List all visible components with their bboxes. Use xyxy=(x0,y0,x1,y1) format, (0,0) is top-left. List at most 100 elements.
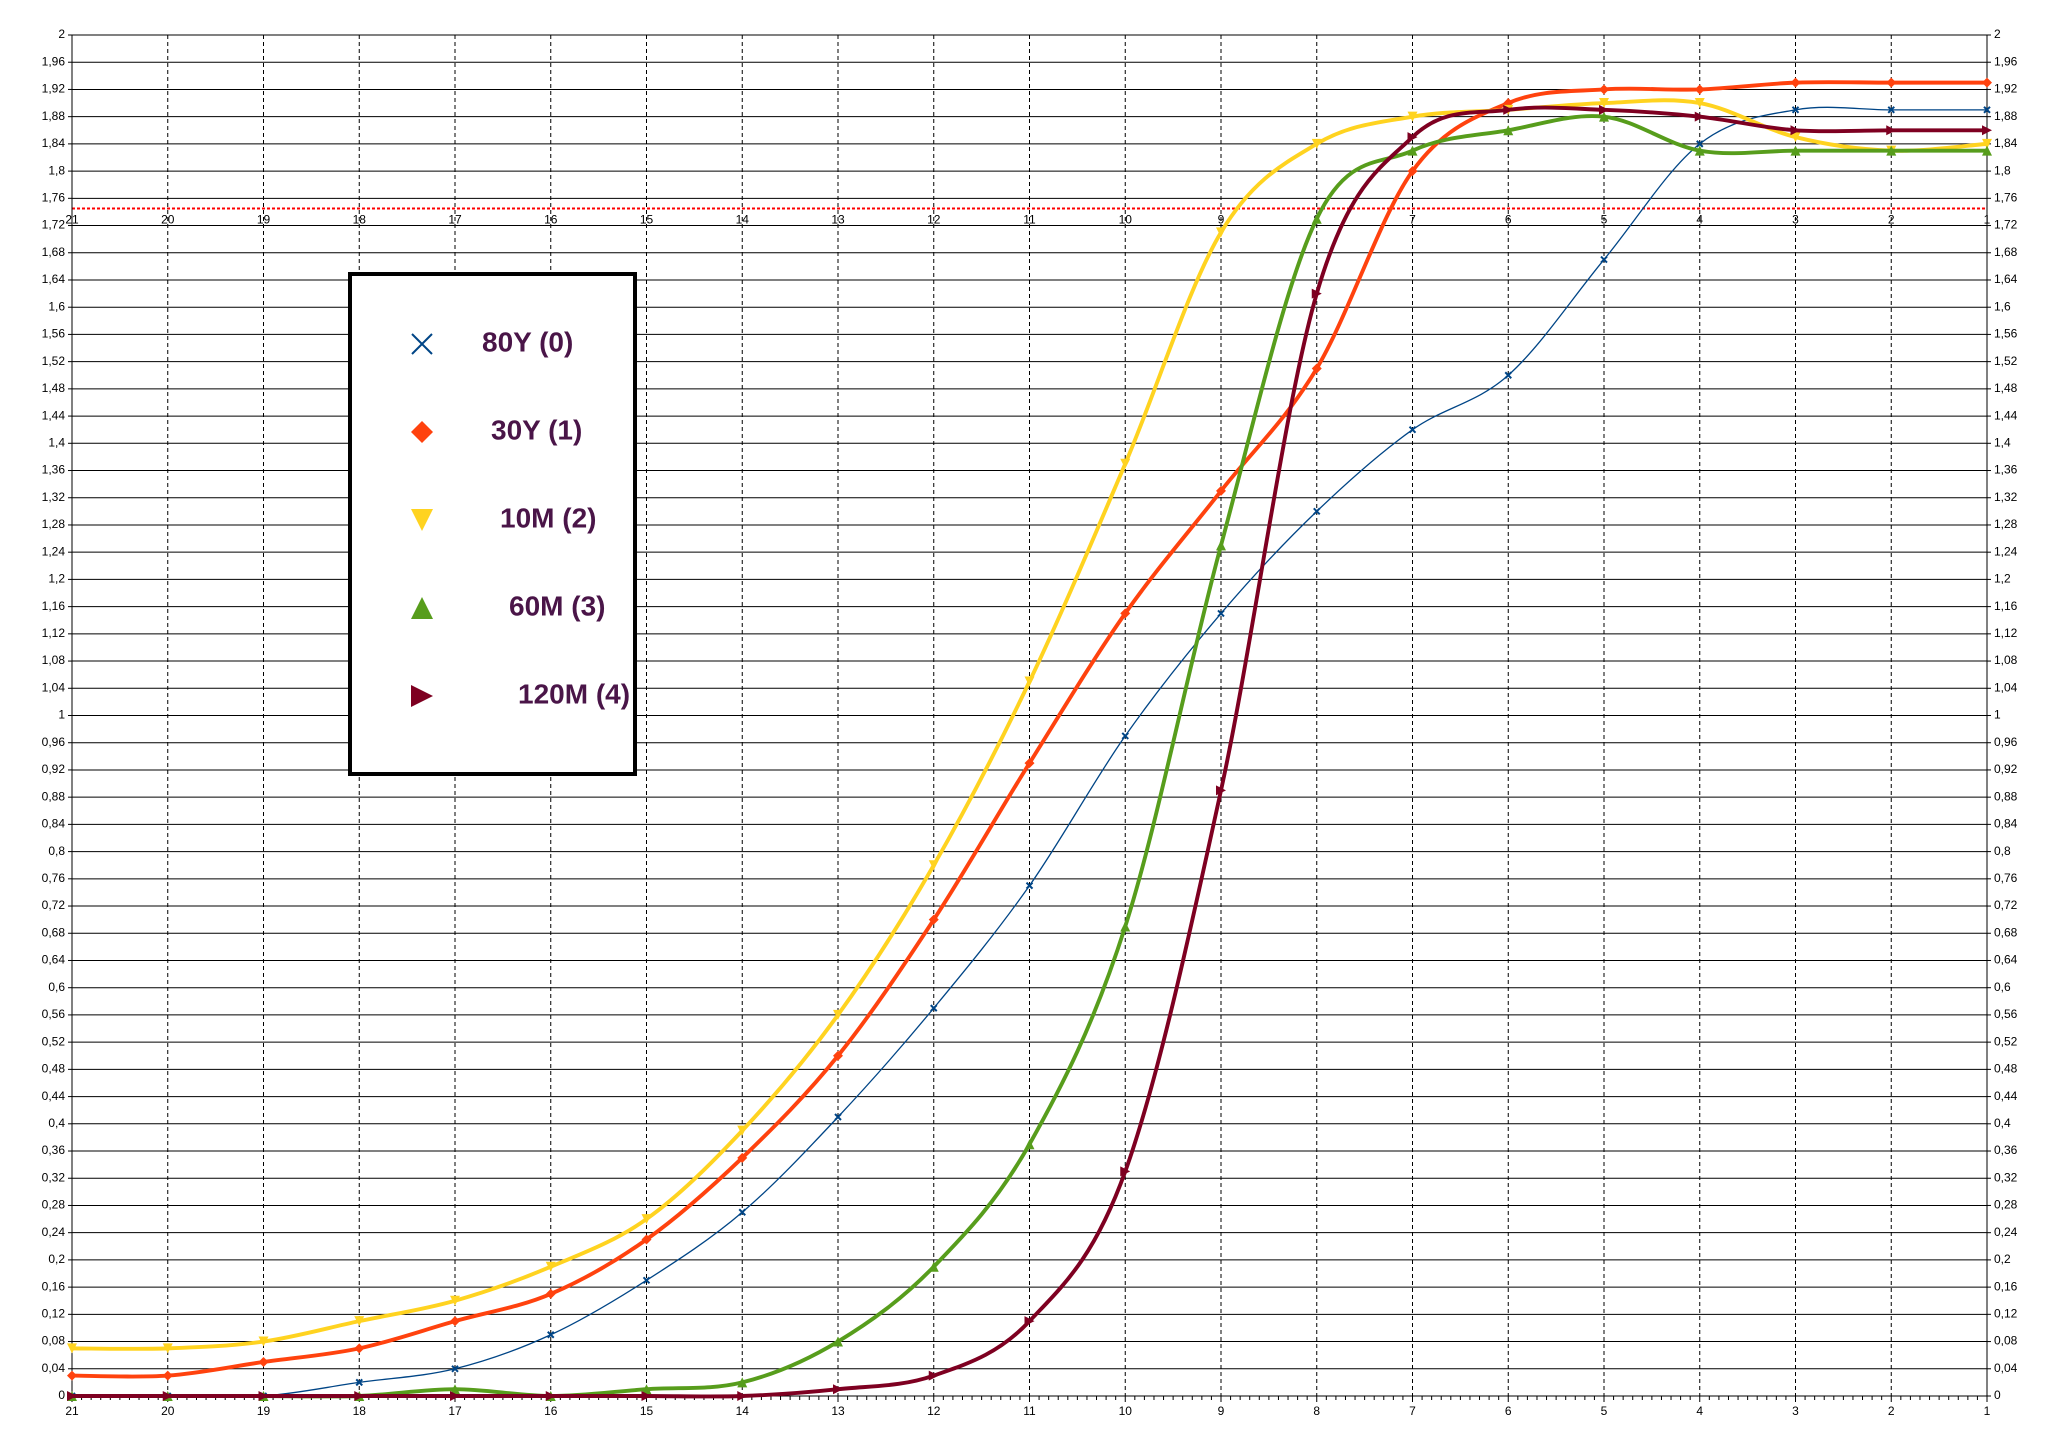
y-tick-label: 0,52 xyxy=(42,1034,66,1048)
marker xyxy=(928,1370,939,1381)
y2-tick-label: 1,32 xyxy=(1994,490,2018,504)
y2-tick-label: 1 xyxy=(1994,708,2001,722)
x-tick-label: 11 xyxy=(1023,1404,1036,1418)
marker xyxy=(162,1343,173,1354)
y-tick-label: 1,16 xyxy=(42,599,66,613)
y2-tick-label: 0,36 xyxy=(1994,1143,2018,1157)
x-tick-label: 7 xyxy=(1409,1404,1416,1418)
y-tick-label: 1,44 xyxy=(42,408,66,422)
y-tick-label: 0,08 xyxy=(42,1334,66,1348)
marker xyxy=(67,1391,77,1401)
marker xyxy=(354,1391,365,1401)
x2-tick-label: 6 xyxy=(1505,213,1512,227)
marker xyxy=(450,1391,460,1401)
marker xyxy=(1694,111,1705,122)
x-tick-label: 12 xyxy=(927,1404,941,1418)
y-tick-label: 0,8 xyxy=(48,844,65,858)
y-tick-label: 0,96 xyxy=(42,735,66,749)
y2-tick-label: 0,12 xyxy=(1994,1307,2018,1321)
marker xyxy=(1504,371,1512,379)
x-tick-label: 21 xyxy=(65,1404,79,1418)
marker xyxy=(1311,363,1322,374)
x-tick-label: 18 xyxy=(353,1404,367,1418)
marker xyxy=(1311,288,1322,299)
marker xyxy=(1120,921,1131,932)
y2-tick-label: 0,88 xyxy=(1994,789,2018,803)
marker xyxy=(737,1377,748,1388)
x-tick-label: 14 xyxy=(736,1404,750,1418)
y2-tick-label: 1,48 xyxy=(1994,381,2018,395)
marker xyxy=(1790,77,1801,88)
x2-tick-label: 11 xyxy=(1023,213,1036,227)
marker xyxy=(355,1378,363,1387)
marker xyxy=(1983,106,1991,114)
y-tick-label: 1,72 xyxy=(42,218,66,232)
marker xyxy=(641,1391,652,1401)
marker xyxy=(411,509,433,531)
y-tick-label: 1,68 xyxy=(42,245,66,259)
x-tick-label: 17 xyxy=(448,1404,462,1418)
y2-tick-label: 1,56 xyxy=(1994,327,2018,341)
y2-tick-label: 1,2 xyxy=(1994,572,2011,586)
marker xyxy=(641,1214,652,1225)
y2-tick-label: 1,88 xyxy=(1994,109,2018,123)
x2-tick-label: 18 xyxy=(353,213,367,227)
marker xyxy=(162,1391,173,1401)
x-tick-label: 5 xyxy=(1601,1404,1608,1418)
y2-tick-label: 0,28 xyxy=(1994,1198,2018,1212)
y-tick-label: 1,04 xyxy=(42,680,66,694)
y2-tick-label: 0,76 xyxy=(1994,871,2018,885)
y-tick-label: 1,88 xyxy=(42,109,66,123)
y2-tick-label: 1,44 xyxy=(1994,408,2018,422)
marker xyxy=(1790,145,1801,156)
y-tick-label: 0,36 xyxy=(42,1143,66,1157)
y-tick-label: 1,36 xyxy=(42,463,66,477)
marker xyxy=(1216,485,1226,496)
y2-tick-label: 1,64 xyxy=(1994,272,2018,286)
y2-tick-label: 1,04 xyxy=(1994,680,2018,694)
y2-tick-label: 0,6 xyxy=(1994,980,2011,994)
marker xyxy=(1408,425,1417,434)
marker xyxy=(1407,145,1418,156)
x-tick-label: 20 xyxy=(161,1404,175,1418)
marker xyxy=(450,1384,460,1395)
marker xyxy=(1024,676,1035,687)
x-tick-label: 2 xyxy=(1888,1404,1895,1418)
marker xyxy=(1216,227,1226,238)
marker xyxy=(833,1384,843,1395)
y-tick-label: 0,44 xyxy=(42,1089,66,1103)
y2-tick-label: 1,08 xyxy=(1994,653,2018,667)
y-tick-label: 0,48 xyxy=(42,1062,66,1076)
y2-tick-label: 0,92 xyxy=(1994,762,2018,776)
marker xyxy=(1024,758,1035,769)
y-tick-label: 1,64 xyxy=(42,272,66,286)
marker xyxy=(1407,166,1418,177)
y-tick-label: 1,92 xyxy=(42,82,66,96)
y2-tick-label: 1,84 xyxy=(1994,136,2018,150)
x-tick-label: 4 xyxy=(1696,1404,1703,1418)
marker xyxy=(737,1125,748,1136)
y2-tick-label: 0,56 xyxy=(1994,1007,2018,1021)
y-tick-label: 1,48 xyxy=(42,381,66,395)
marker xyxy=(1982,145,1992,156)
y2-tick-label: 1,8 xyxy=(1994,163,2011,177)
x2-tick-label: 15 xyxy=(640,213,654,227)
x2-tick-label: 19 xyxy=(257,213,271,227)
marker xyxy=(1886,125,1897,136)
marker xyxy=(258,1391,269,1401)
x-tick-label: 8 xyxy=(1313,1404,1320,1418)
y2-tick-label: 0,2 xyxy=(1994,1252,2011,1266)
marker xyxy=(1311,213,1322,224)
marker xyxy=(411,597,433,619)
marker xyxy=(1694,84,1705,95)
y2-tick-label: 1,6 xyxy=(1994,299,2011,313)
y2-tick-label: 1,24 xyxy=(1994,544,2018,558)
y2-tick-label: 0,48 xyxy=(1994,1062,2018,1076)
marker xyxy=(450,1295,460,1306)
y-tick-label: 1,2 xyxy=(48,572,65,586)
marker xyxy=(1599,111,1609,122)
marker xyxy=(1216,785,1226,796)
y2-tick-label: 0,68 xyxy=(1994,925,2018,939)
y-tick-label: 0,68 xyxy=(42,925,66,939)
y2-tick-label: 1,12 xyxy=(1994,626,2018,640)
